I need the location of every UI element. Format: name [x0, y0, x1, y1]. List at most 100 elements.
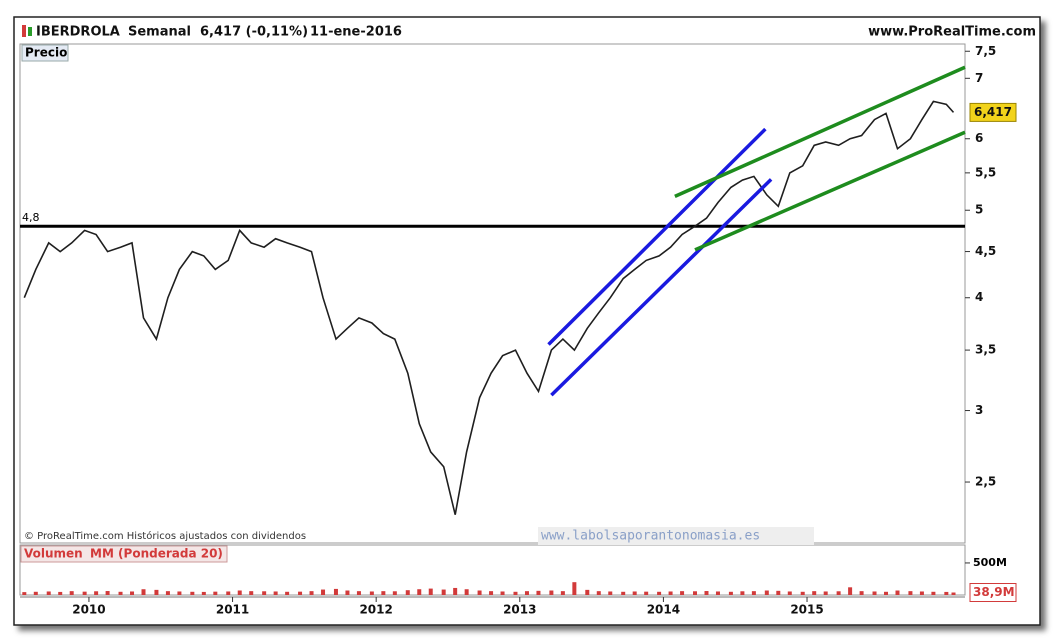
volume-bar — [632, 591, 637, 595]
volume-bar — [513, 591, 518, 595]
footnote: © ProRealTime.com Históricos ajustados c… — [24, 530, 306, 542]
volume-bar — [908, 591, 913, 595]
volume-bar — [33, 591, 38, 595]
volume-bar — [190, 591, 195, 595]
y-tick-label: 4,5 — [975, 244, 996, 258]
date: 11-ene-2016 — [310, 25, 402, 40]
volume-bar — [94, 591, 99, 595]
volume-bar — [165, 591, 170, 595]
y-tick-label: 5 — [975, 203, 983, 217]
volume-bar — [848, 587, 853, 595]
y-tick-label: 6 — [975, 131, 983, 145]
volume-bar — [919, 591, 924, 595]
panel-label-box — [21, 44, 69, 62]
x-tick-label: 2014 — [647, 603, 680, 617]
level-label: 4,8 — [22, 211, 40, 224]
volume-bar — [836, 591, 841, 595]
volume-bar — [549, 590, 554, 595]
volume-marker-box — [969, 583, 1017, 603]
volume-bar — [608, 591, 613, 595]
price-panel — [19, 43, 966, 544]
volume-bar — [105, 591, 110, 595]
volume-bar — [441, 589, 446, 595]
trend-line — [547, 127, 767, 346]
volume-bar — [428, 588, 433, 595]
volume-bar — [309, 591, 314, 595]
price-marker-box — [969, 102, 1017, 122]
x-tick-label: 2015 — [790, 603, 823, 617]
volume-bar — [872, 591, 877, 595]
volume-bar — [69, 591, 74, 595]
volume-bar — [46, 591, 51, 595]
logo — [28, 27, 32, 36]
volume-bar — [345, 590, 350, 595]
volume-marker-label: 38,9M — [973, 585, 1015, 599]
volume-bar — [524, 591, 529, 595]
volume-bar — [392, 591, 397, 595]
volume-bar — [751, 591, 756, 595]
volume-bar — [356, 591, 361, 595]
volume-tick-label: 500M — [973, 556, 1007, 569]
y-tick-label: 4 — [975, 290, 983, 304]
x-tick-label: 2010 — [72, 603, 105, 617]
volume-bar — [944, 591, 949, 595]
volume-bar — [237, 590, 242, 595]
volume-bar — [657, 591, 662, 595]
trend-line — [674, 65, 966, 198]
price-line — [23, 100, 955, 515]
volume-bar — [596, 591, 601, 595]
volume-bar — [931, 591, 936, 595]
site: www.ProRealTime.com — [868, 25, 1036, 40]
volume-bar — [262, 591, 267, 595]
y-tick-label: 7,5 — [975, 44, 996, 58]
logo — [22, 25, 26, 37]
volume-bar — [644, 591, 649, 595]
volume-bar — [130, 591, 135, 595]
volume-bar — [668, 591, 673, 595]
volume-bar — [585, 589, 590, 595]
volume-bar — [500, 591, 505, 595]
y-tick-label: 3,5 — [975, 343, 996, 357]
volume-bar — [704, 591, 709, 595]
symbol: IBERDROLA — [36, 25, 120, 40]
volume-bar — [895, 590, 900, 595]
volume-bar — [201, 591, 206, 595]
volume-bar — [621, 591, 626, 595]
volume-bar — [369, 591, 374, 595]
period: Semanal — [128, 25, 191, 40]
volume-bar — [536, 590, 541, 595]
volume-bar — [764, 590, 769, 595]
volume-title: Volumen — [24, 547, 83, 561]
volume-bar — [489, 591, 494, 595]
y-tick-label: 3 — [975, 403, 983, 417]
x-tick-label: 2011 — [216, 603, 249, 617]
volume-bar — [560, 591, 565, 595]
volume-bar — [58, 591, 63, 595]
watermark: www.labolsaporantonomasia.es — [541, 529, 760, 544]
volume-bar — [951, 592, 956, 595]
watermark-box — [538, 527, 814, 545]
price-marker-label: 6,417 — [974, 105, 1012, 119]
y-tick-label: 5,5 — [975, 165, 996, 179]
trend-line — [694, 130, 966, 252]
volume-bar — [298, 591, 303, 595]
volume-average-label: MM (Ponderada 20) — [90, 547, 223, 561]
volume-bar — [226, 591, 231, 595]
volume-bar — [884, 591, 889, 595]
x-tick-label: 2012 — [359, 603, 392, 617]
trend-line — [550, 178, 773, 397]
volume-bar — [572, 582, 577, 595]
volume-bar — [333, 588, 338, 595]
volume-bar — [213, 591, 218, 595]
x-tick-label: 2013 — [503, 603, 536, 617]
volume-bar — [417, 589, 422, 595]
volume-bar — [740, 591, 745, 595]
volume-bar — [800, 591, 805, 595]
volume-bar — [381, 591, 386, 595]
volume-bar — [249, 591, 254, 595]
y-tick-label: 2,5 — [975, 475, 996, 489]
y-tick-label: 7 — [975, 71, 983, 85]
volume-bar — [728, 591, 733, 595]
